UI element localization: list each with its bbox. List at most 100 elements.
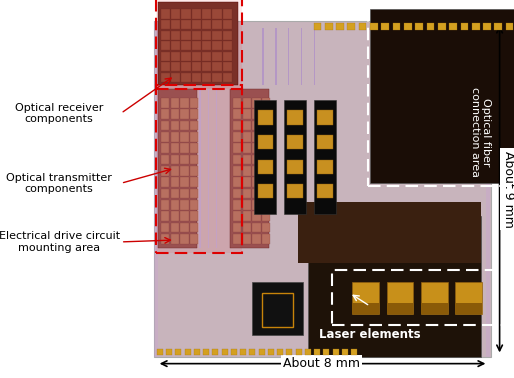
Bar xyxy=(180,121,189,130)
Bar xyxy=(233,109,241,119)
Bar xyxy=(252,211,261,221)
Bar xyxy=(223,52,232,61)
Bar xyxy=(156,85,242,253)
Bar xyxy=(317,160,333,174)
Bar xyxy=(171,98,179,108)
Bar xyxy=(156,85,242,253)
Bar xyxy=(202,73,211,82)
Bar xyxy=(233,143,241,153)
Bar xyxy=(287,160,303,174)
Bar xyxy=(212,62,222,71)
Bar xyxy=(175,349,181,355)
Bar xyxy=(202,9,211,19)
Bar xyxy=(223,31,232,40)
Bar xyxy=(190,223,198,232)
Bar xyxy=(180,98,189,108)
Bar xyxy=(212,20,222,29)
Bar xyxy=(190,234,198,244)
Bar xyxy=(171,143,179,153)
Bar xyxy=(212,52,222,61)
Bar xyxy=(483,23,491,30)
Bar xyxy=(252,166,261,176)
Bar xyxy=(252,132,261,142)
Bar xyxy=(212,41,222,50)
Bar xyxy=(233,98,241,108)
Bar xyxy=(171,234,179,244)
Bar xyxy=(317,110,333,125)
Bar xyxy=(190,189,198,198)
Bar xyxy=(233,132,241,142)
Bar xyxy=(243,121,251,130)
Bar xyxy=(161,143,169,153)
Bar xyxy=(262,234,270,244)
Bar xyxy=(252,155,261,164)
Bar xyxy=(258,135,273,149)
Bar xyxy=(192,62,201,71)
Bar xyxy=(370,9,514,183)
Bar xyxy=(190,109,198,119)
Bar xyxy=(494,23,502,30)
Bar xyxy=(171,41,180,50)
Bar xyxy=(171,62,180,71)
Bar xyxy=(421,303,448,314)
Text: Electrical drive circuit
mounting area: Electrical drive circuit mounting area xyxy=(0,231,120,253)
Bar xyxy=(233,234,241,244)
Bar xyxy=(317,135,333,149)
Text: About 9 mm: About 9 mm xyxy=(502,150,514,228)
Bar xyxy=(171,200,179,210)
Bar xyxy=(202,20,211,29)
Bar xyxy=(233,223,241,232)
Bar xyxy=(314,28,315,85)
Bar xyxy=(381,23,389,30)
Bar xyxy=(223,73,232,82)
Bar xyxy=(202,31,211,40)
Bar xyxy=(171,121,179,130)
Bar xyxy=(288,28,289,85)
Bar xyxy=(336,23,344,30)
Bar xyxy=(216,89,217,248)
Bar xyxy=(171,189,179,198)
Bar xyxy=(404,23,412,30)
Bar xyxy=(258,184,273,198)
Bar xyxy=(181,41,191,50)
Bar xyxy=(415,23,423,30)
Bar xyxy=(249,349,255,355)
Bar xyxy=(275,28,277,85)
Bar xyxy=(233,189,241,198)
Bar xyxy=(325,23,333,30)
Bar xyxy=(243,109,251,119)
Bar xyxy=(161,62,170,71)
Bar xyxy=(212,31,222,40)
Bar xyxy=(243,155,251,164)
Bar xyxy=(161,223,169,232)
Bar xyxy=(190,211,198,221)
Bar xyxy=(166,349,172,355)
Bar xyxy=(171,166,179,176)
Bar xyxy=(208,89,209,248)
Bar xyxy=(243,132,251,142)
Bar xyxy=(161,9,170,19)
Bar xyxy=(223,41,232,50)
Bar xyxy=(161,41,170,50)
Bar xyxy=(252,98,261,108)
Bar xyxy=(333,349,339,355)
Bar xyxy=(240,349,246,355)
Bar xyxy=(438,23,446,30)
Bar xyxy=(180,189,189,198)
Bar xyxy=(190,166,198,176)
Bar xyxy=(262,109,270,119)
Bar xyxy=(393,23,400,30)
Bar xyxy=(161,155,169,164)
Bar xyxy=(180,177,189,187)
Bar xyxy=(194,349,200,355)
Bar xyxy=(171,20,180,29)
Bar xyxy=(156,0,242,89)
Bar xyxy=(223,62,232,71)
Bar xyxy=(161,121,169,130)
Bar xyxy=(252,109,261,119)
Bar xyxy=(212,349,218,355)
Bar xyxy=(233,155,241,164)
Bar xyxy=(161,52,170,61)
Bar xyxy=(486,21,490,357)
Bar xyxy=(252,282,303,335)
